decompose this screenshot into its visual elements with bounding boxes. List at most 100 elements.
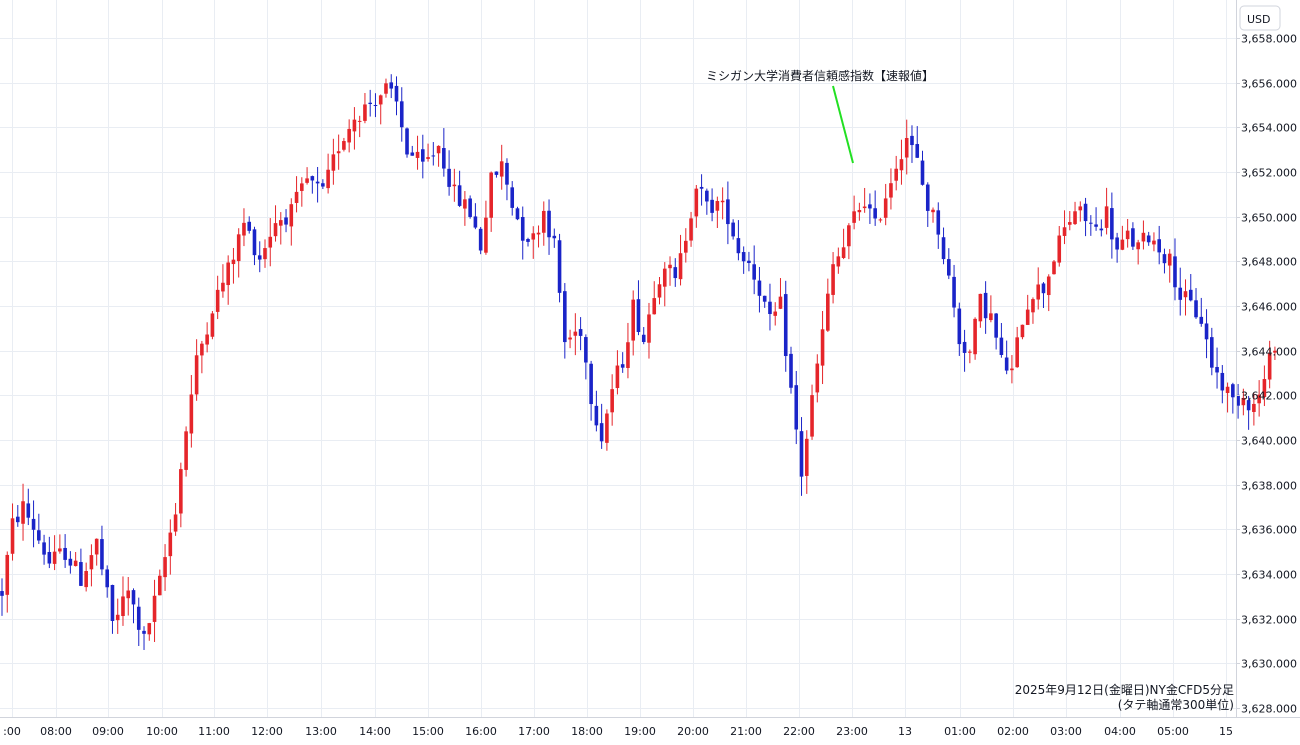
candle-up	[1052, 261, 1056, 275]
time-tick-label: 08:00	[40, 725, 72, 738]
candle-up	[52, 551, 57, 564]
time-tick-label: 01:00	[944, 725, 976, 738]
candle-up	[1010, 368, 1014, 371]
candle-down	[983, 292, 988, 319]
price-tick-label: 3,646.000	[1241, 301, 1297, 314]
candle-down	[47, 551, 52, 564]
candle-up	[626, 342, 630, 368]
candle-up	[221, 282, 225, 292]
candle-down	[1094, 224, 1098, 227]
candle-down	[1041, 283, 1046, 294]
candle-up	[200, 343, 204, 356]
candle-up	[436, 145, 441, 154]
candle-down	[26, 503, 31, 518]
candle-up	[278, 220, 283, 226]
annotation: ミシガン大学消費者信頼感指数【速報値】	[706, 68, 934, 164]
candle-up	[126, 590, 131, 599]
candle-up	[1046, 276, 1051, 296]
candle-up	[489, 172, 493, 218]
candle-up	[357, 120, 362, 122]
candle-down	[799, 431, 804, 477]
candle-up	[1057, 235, 1062, 263]
candle-down	[468, 198, 472, 217]
candle-down	[394, 85, 399, 102]
candle-up	[336, 151, 341, 154]
candle-down	[783, 294, 788, 357]
candle-up	[342, 141, 346, 150]
candle-up	[5, 554, 10, 595]
candle-down	[447, 168, 451, 187]
time-tick-label: 16:00	[465, 725, 497, 738]
candle-down	[1220, 372, 1225, 391]
time-tick-label: 20:00	[677, 725, 709, 738]
time-tick-label: 02:00	[997, 725, 1029, 738]
candle-down	[999, 337, 1004, 355]
candle-down	[1236, 394, 1240, 406]
grid-lines	[0, 0, 1236, 717]
candle-down	[1146, 235, 1151, 243]
candle-up	[1067, 222, 1072, 225]
candle-down	[389, 82, 394, 89]
price-tick-label: 3,632.000	[1241, 614, 1297, 627]
candle-up	[826, 293, 830, 331]
candle-up	[168, 532, 173, 557]
candle-down	[705, 190, 709, 202]
candle-down	[1083, 203, 1088, 222]
candle-up	[352, 119, 357, 132]
candle-down	[768, 301, 772, 315]
candle-up	[499, 161, 504, 177]
candle-up	[179, 469, 183, 514]
candle-down	[552, 235, 557, 239]
candle-up	[73, 560, 78, 567]
price-tick-label: 3,634.000	[1241, 569, 1297, 582]
candle-down	[1157, 239, 1161, 253]
candle-down	[563, 291, 567, 343]
time-tick-label: 11:00	[198, 725, 230, 738]
candle-up	[652, 298, 657, 315]
candle-up	[1073, 211, 1077, 225]
time-tick-label: 14:00	[359, 725, 391, 738]
time-tick-label: 05:00	[1157, 725, 1189, 738]
candle-up	[852, 211, 856, 223]
candle-down	[68, 558, 73, 566]
candle-up	[194, 355, 199, 395]
candle-up	[205, 334, 209, 345]
candle-down	[547, 210, 551, 238]
candle-down	[1231, 384, 1235, 398]
candle-up	[347, 128, 351, 143]
candle-up	[573, 331, 578, 336]
candle-down	[868, 204, 872, 209]
candle-up	[610, 389, 614, 413]
candle-up	[841, 247, 846, 258]
candle-up	[968, 351, 972, 353]
candle-up	[163, 557, 167, 578]
candle-up	[773, 311, 778, 316]
candle-down	[726, 199, 730, 225]
candle-down	[510, 187, 515, 208]
candle-down	[794, 385, 799, 430]
candle-down	[641, 334, 646, 342]
axes: USD	[0, 0, 1300, 718]
candle-up	[58, 548, 62, 552]
candle-down	[925, 184, 930, 211]
candle-up	[273, 223, 278, 237]
candle-down	[957, 308, 962, 345]
candle-up	[326, 169, 330, 189]
candle-down	[431, 155, 436, 157]
candle-down	[736, 238, 741, 254]
time-tick-label: 17:00	[518, 725, 550, 738]
candle-up	[894, 168, 898, 181]
annotation-label: ミシガン大学消費者信頼感指数【速報値】	[706, 68, 934, 83]
candle-down	[1215, 366, 1219, 373]
candle-down	[757, 280, 762, 296]
price-tick-label: 3,650.000	[1241, 212, 1297, 225]
candle-down	[310, 176, 315, 181]
candle-down	[578, 329, 583, 336]
candle-down	[873, 208, 877, 219]
time-tick-label: 13	[898, 725, 912, 738]
candle-up	[1152, 240, 1156, 245]
time-tick-label: 21:00	[730, 725, 762, 738]
candle-down	[410, 152, 415, 156]
candle-down	[747, 260, 751, 263]
